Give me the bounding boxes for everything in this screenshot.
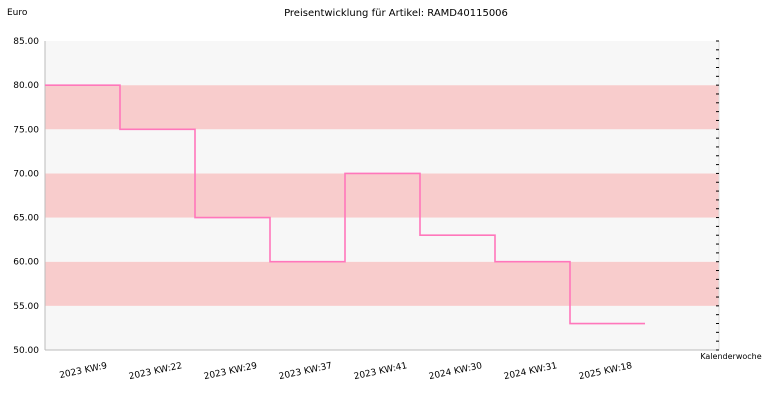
price-step-line — [45, 84, 645, 325]
y-tick-label: 60.00 — [13, 258, 39, 268]
x-tick-label: 2024 KW:30 — [428, 361, 483, 382]
y-tick-label: 50.00 — [13, 346, 39, 356]
x-tick-label: 2023 KW:29 — [203, 361, 258, 382]
chart-series — [45, 84, 645, 325]
grid-band — [45, 261, 719, 306]
y-tick-label: 75.00 — [13, 125, 39, 135]
chart-axes — [44, 40, 720, 351]
x-tick-label: 2024 KW:31 — [503, 361, 558, 382]
y-tick-labels: 50.00 55.00 60.00 65.00 70.00 75.00 80.00 85.00 — [13, 37, 39, 356]
y-tick-label: 70.00 — [13, 169, 39, 179]
y-tick-label: 85.00 — [13, 37, 39, 47]
y-tick-label: 65.00 — [13, 214, 39, 224]
grid-band — [45, 305, 719, 350]
x-tick-label: 2025 KW:18 — [578, 361, 633, 382]
x-tick-label: 2023 KW:22 — [128, 361, 183, 382]
y-tick-label: 80.00 — [13, 81, 39, 91]
grid-band — [45, 217, 719, 262]
grid-band — [45, 129, 719, 174]
grid-band — [45, 85, 719, 130]
x-tick-label: 2023 KW:37 — [278, 361, 333, 382]
x-axis-label: Kalenderwoche — [700, 352, 761, 361]
y-tick-label: 55.00 — [13, 302, 39, 312]
x-tick-labels: 2023 KW:9 2023 KW:22 2023 KW:29 2023 KW:37 2… — [59, 361, 634, 382]
chart-title: Preisentwicklung für Artikel: RAMD401150… — [284, 8, 508, 19]
chart-background-bands — [45, 41, 719, 350]
x-tick-label: 2023 KW:41 — [353, 361, 408, 382]
x-tick-label: 2023 KW:9 — [59, 361, 109, 381]
grid-band — [45, 173, 719, 218]
y-axis-label: Euro — [7, 8, 28, 18]
grid-band — [45, 41, 719, 86]
